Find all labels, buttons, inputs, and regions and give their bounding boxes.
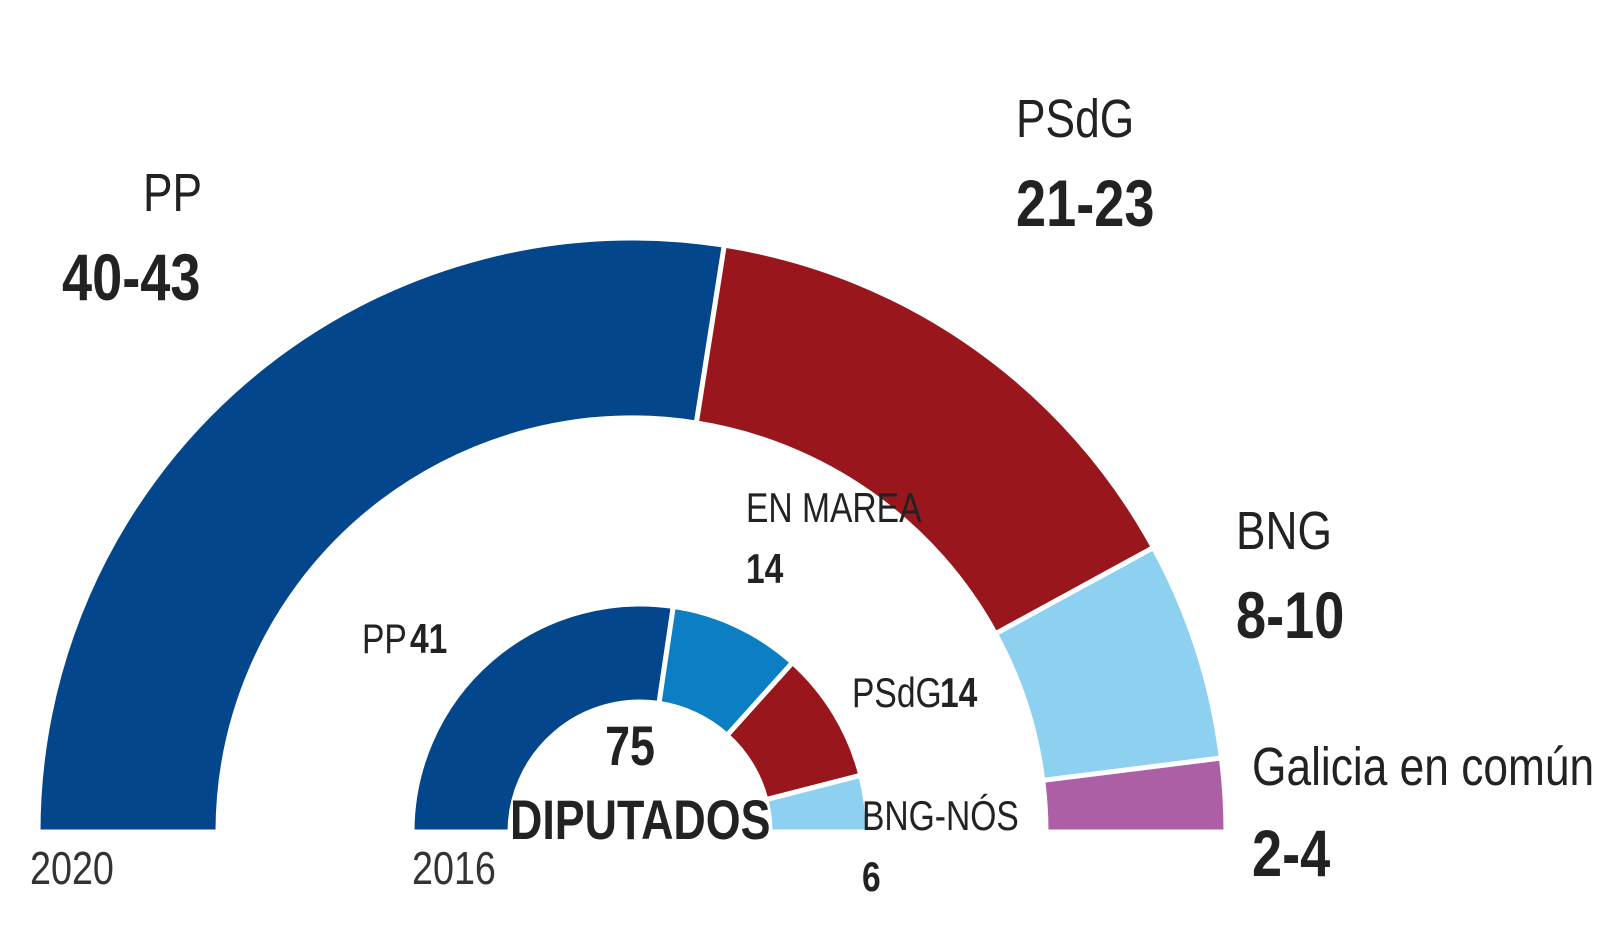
- inner-2016-segment-bng-n-s: [762, 772, 871, 835]
- outer-2020-segment-pp: [35, 235, 728, 835]
- outer-semicircle-2020: [35, 235, 1229, 835]
- pp-2020-seats: 40-43: [62, 240, 201, 314]
- total-seats-number: 75: [605, 714, 655, 777]
- en-marea-2016-name: EN MAREA: [746, 484, 922, 531]
- psdg-2020-name: PSdG: [1016, 89, 1135, 149]
- galicia-en-comun-2020-name: Galicia en común: [1252, 737, 1595, 797]
- psdg-2016-seats: 14: [940, 669, 978, 716]
- inner-semicircle-2016: [409, 601, 871, 835]
- inner-2016-segment-pp: [409, 601, 677, 835]
- bng-2020-name: BNG: [1236, 501, 1332, 561]
- pp-2016-label: PP: [362, 618, 418, 660]
- total-seats-label: DIPUTADOS: [510, 788, 771, 851]
- bng-nos-2016-name: BNG-NÓS: [862, 792, 1019, 839]
- year-2016-caption: 2016: [412, 842, 496, 894]
- outer-2020-segment-galicia-en-com-n: [1039, 755, 1229, 835]
- bng-nos-2016-seats: 6: [862, 853, 881, 900]
- galicia-en-comun-2020-seats: 2-4: [1252, 816, 1331, 890]
- pp-2016-seats: 41: [410, 615, 448, 662]
- en-marea-2016-seats: 14: [746, 545, 784, 592]
- pp-2016-name: PP: [362, 615, 407, 662]
- year-2020-caption: 2020: [30, 842, 114, 894]
- pp-2020-name: PP: [143, 163, 203, 223]
- psdg-2016-name: PSdG: [852, 669, 942, 716]
- bng-2020-seats: 8-10: [1236, 578, 1345, 652]
- psdg-2020-seats: 21-23: [1016, 166, 1155, 240]
